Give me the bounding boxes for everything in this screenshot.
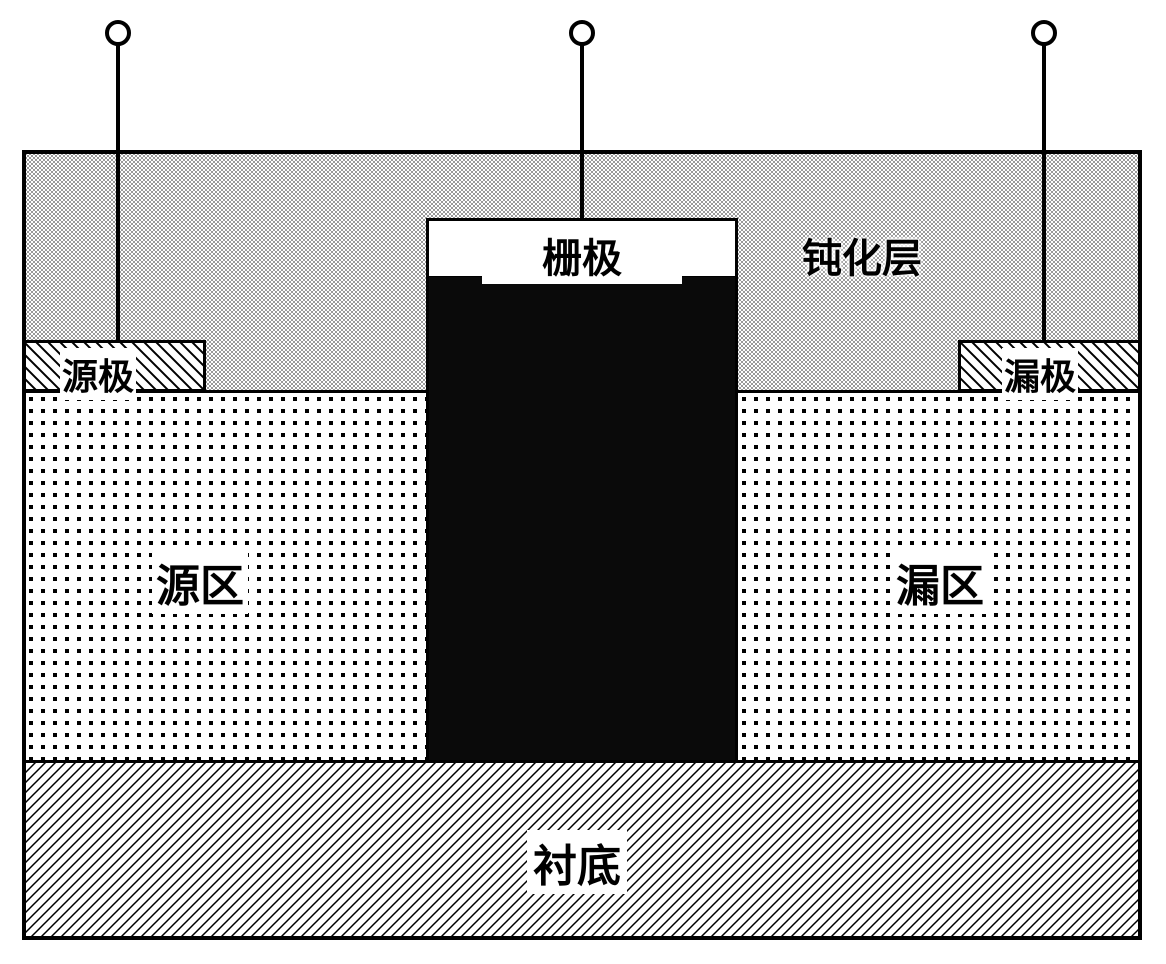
gate-terminal-line [580,33,584,220]
substrate-label: 衬底 [527,830,627,894]
drain-region-label: 漏区 [892,550,988,614]
passivation-label: 钝化层 [802,226,922,284]
gate-label: 栅极 [482,226,682,284]
gate-terminal-node [569,20,595,46]
source-terminal-node [105,20,131,46]
diagram-canvas: 栅极 钝化层 源极 漏极 源区 漏区 衬底 [22,20,1142,940]
drain-terminal-node [1031,20,1057,46]
channel-region [426,274,738,763]
drain-terminal-line [1042,33,1046,340]
source-terminal-line [116,33,120,340]
source-electrode-label: 源极 [60,348,136,400]
source-region-label: 源区 [152,550,248,614]
drain-electrode-label: 漏极 [1002,348,1078,400]
